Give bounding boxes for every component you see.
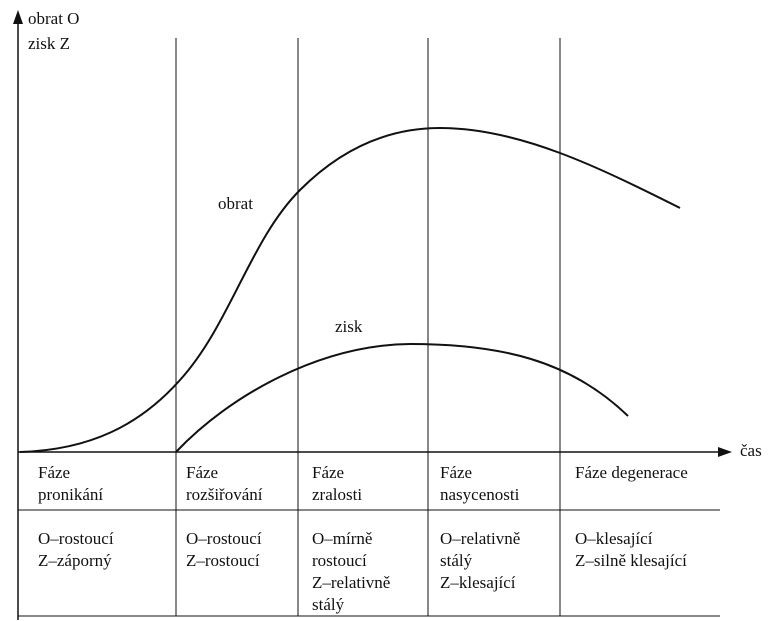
phase-description: Z–záporný [38, 551, 112, 570]
phase-description: O–rostoucí [186, 529, 262, 548]
phase-name: Fáze degenerace [575, 463, 688, 482]
curve-label: zisk [335, 317, 363, 336]
phase-name: Fáze [186, 463, 218, 482]
phase-name: pronikání [38, 485, 103, 504]
phase-description: O–relativně [440, 529, 520, 548]
phase-name: Fáze [440, 463, 472, 482]
phase-name: nasycenosti [440, 485, 520, 504]
phase-description: stálý [440, 551, 473, 570]
y-arrow [13, 10, 23, 24]
phase-description: Z–rostoucí [186, 551, 260, 570]
phase-name: rozšiřování [186, 485, 263, 504]
phase-description: O–rostoucí [38, 529, 114, 548]
phase-description: Z–relativně [312, 573, 390, 592]
x-axis-label: čas [740, 441, 762, 460]
phase-name: Fáze [312, 463, 344, 482]
phase-description: O–mírně [312, 529, 372, 548]
curve-label: obrat [218, 194, 253, 213]
phases: Fáze pronikání O–rostoucí Z–záporný Fáze rozš… [38, 463, 688, 614]
phase-name: zralosti [312, 485, 362, 504]
phase-description: stálý [312, 595, 345, 614]
revenue-curve [19, 126, 681, 453]
phase-name: Fáze [38, 463, 70, 482]
phase-description: Z–klesající [440, 573, 516, 592]
y-axis-label: zisk Z [28, 34, 70, 53]
profit-curve [175, 342, 629, 453]
x-arrow [718, 447, 732, 457]
phase-description: rostoucí [312, 551, 367, 570]
phase-description: Z–silně klesající [575, 551, 687, 570]
phase-description: O–klesající [575, 529, 653, 548]
y-axis-label: obrat O [28, 9, 79, 28]
